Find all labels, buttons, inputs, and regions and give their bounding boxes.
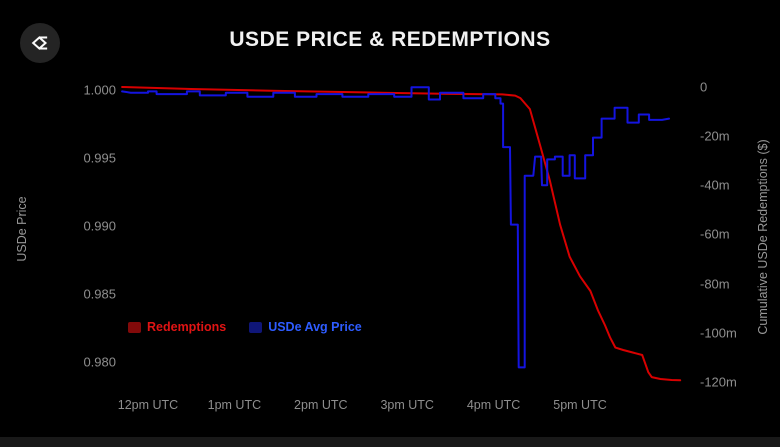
bottom-bar	[0, 437, 780, 447]
legend-item-usde-avg-price: USDe Avg Price	[249, 320, 362, 334]
left-axis-title: USDe Price	[15, 196, 29, 262]
legend-item-redemptions: Redemptions	[128, 320, 226, 334]
x-tick-12pm-UTC: 12pm UTC	[117, 398, 179, 412]
usde-avg-price-legend-swatch	[249, 321, 263, 333]
usde-avg-price-legend-label: USDe Avg Price	[268, 320, 362, 334]
redemptions-legend-swatch	[128, 321, 141, 333]
right-tick-0: 0	[700, 79, 708, 95]
redemptions-line	[121, 86, 682, 382]
left-tick-0.985: 0.985	[83, 286, 116, 302]
chart-title: USDE PRICE & REDEMPTIONS	[229, 28, 551, 51]
left-tick-0.995: 0.995	[83, 150, 116, 166]
right-tick--120m: -120m	[700, 374, 737, 390]
x-tick-2pm-UTC: 2pm UTC	[294, 398, 348, 412]
x-tick-4pm-UTC: 4pm UTC	[466, 398, 521, 412]
right-tick--100m: -100m	[700, 325, 737, 341]
redemptions-legend-label: Redemptions	[147, 320, 227, 334]
left-tick-0.990: 0.990	[83, 218, 116, 234]
x-tick-5pm-UTC: 5pm UTC	[553, 398, 607, 412]
x-tick-3pm-UTC: 3pm UTC	[380, 398, 434, 412]
right-tick--20m: -20m	[700, 128, 730, 144]
left-tick-1.000: 1.000	[83, 82, 116, 98]
right-tick--80m: -80m	[700, 276, 730, 292]
right-tick--60m: -60m	[700, 226, 730, 242]
ethena-sigma-icon	[31, 36, 48, 50]
right-axis-title: Cumulative USDe Redemptions ($)	[756, 139, 770, 335]
usde-avg-price-line	[121, 86, 670, 369]
right-tick--40m: -40m	[700, 177, 730, 193]
ethena-logo-button[interactable]	[20, 23, 60, 63]
chart-legend: Redemptions USDe Avg Price	[128, 320, 376, 334]
left-tick-0.980: 0.980	[83, 354, 116, 370]
x-tick-1pm-UTC: 1pm UTC	[207, 398, 262, 412]
